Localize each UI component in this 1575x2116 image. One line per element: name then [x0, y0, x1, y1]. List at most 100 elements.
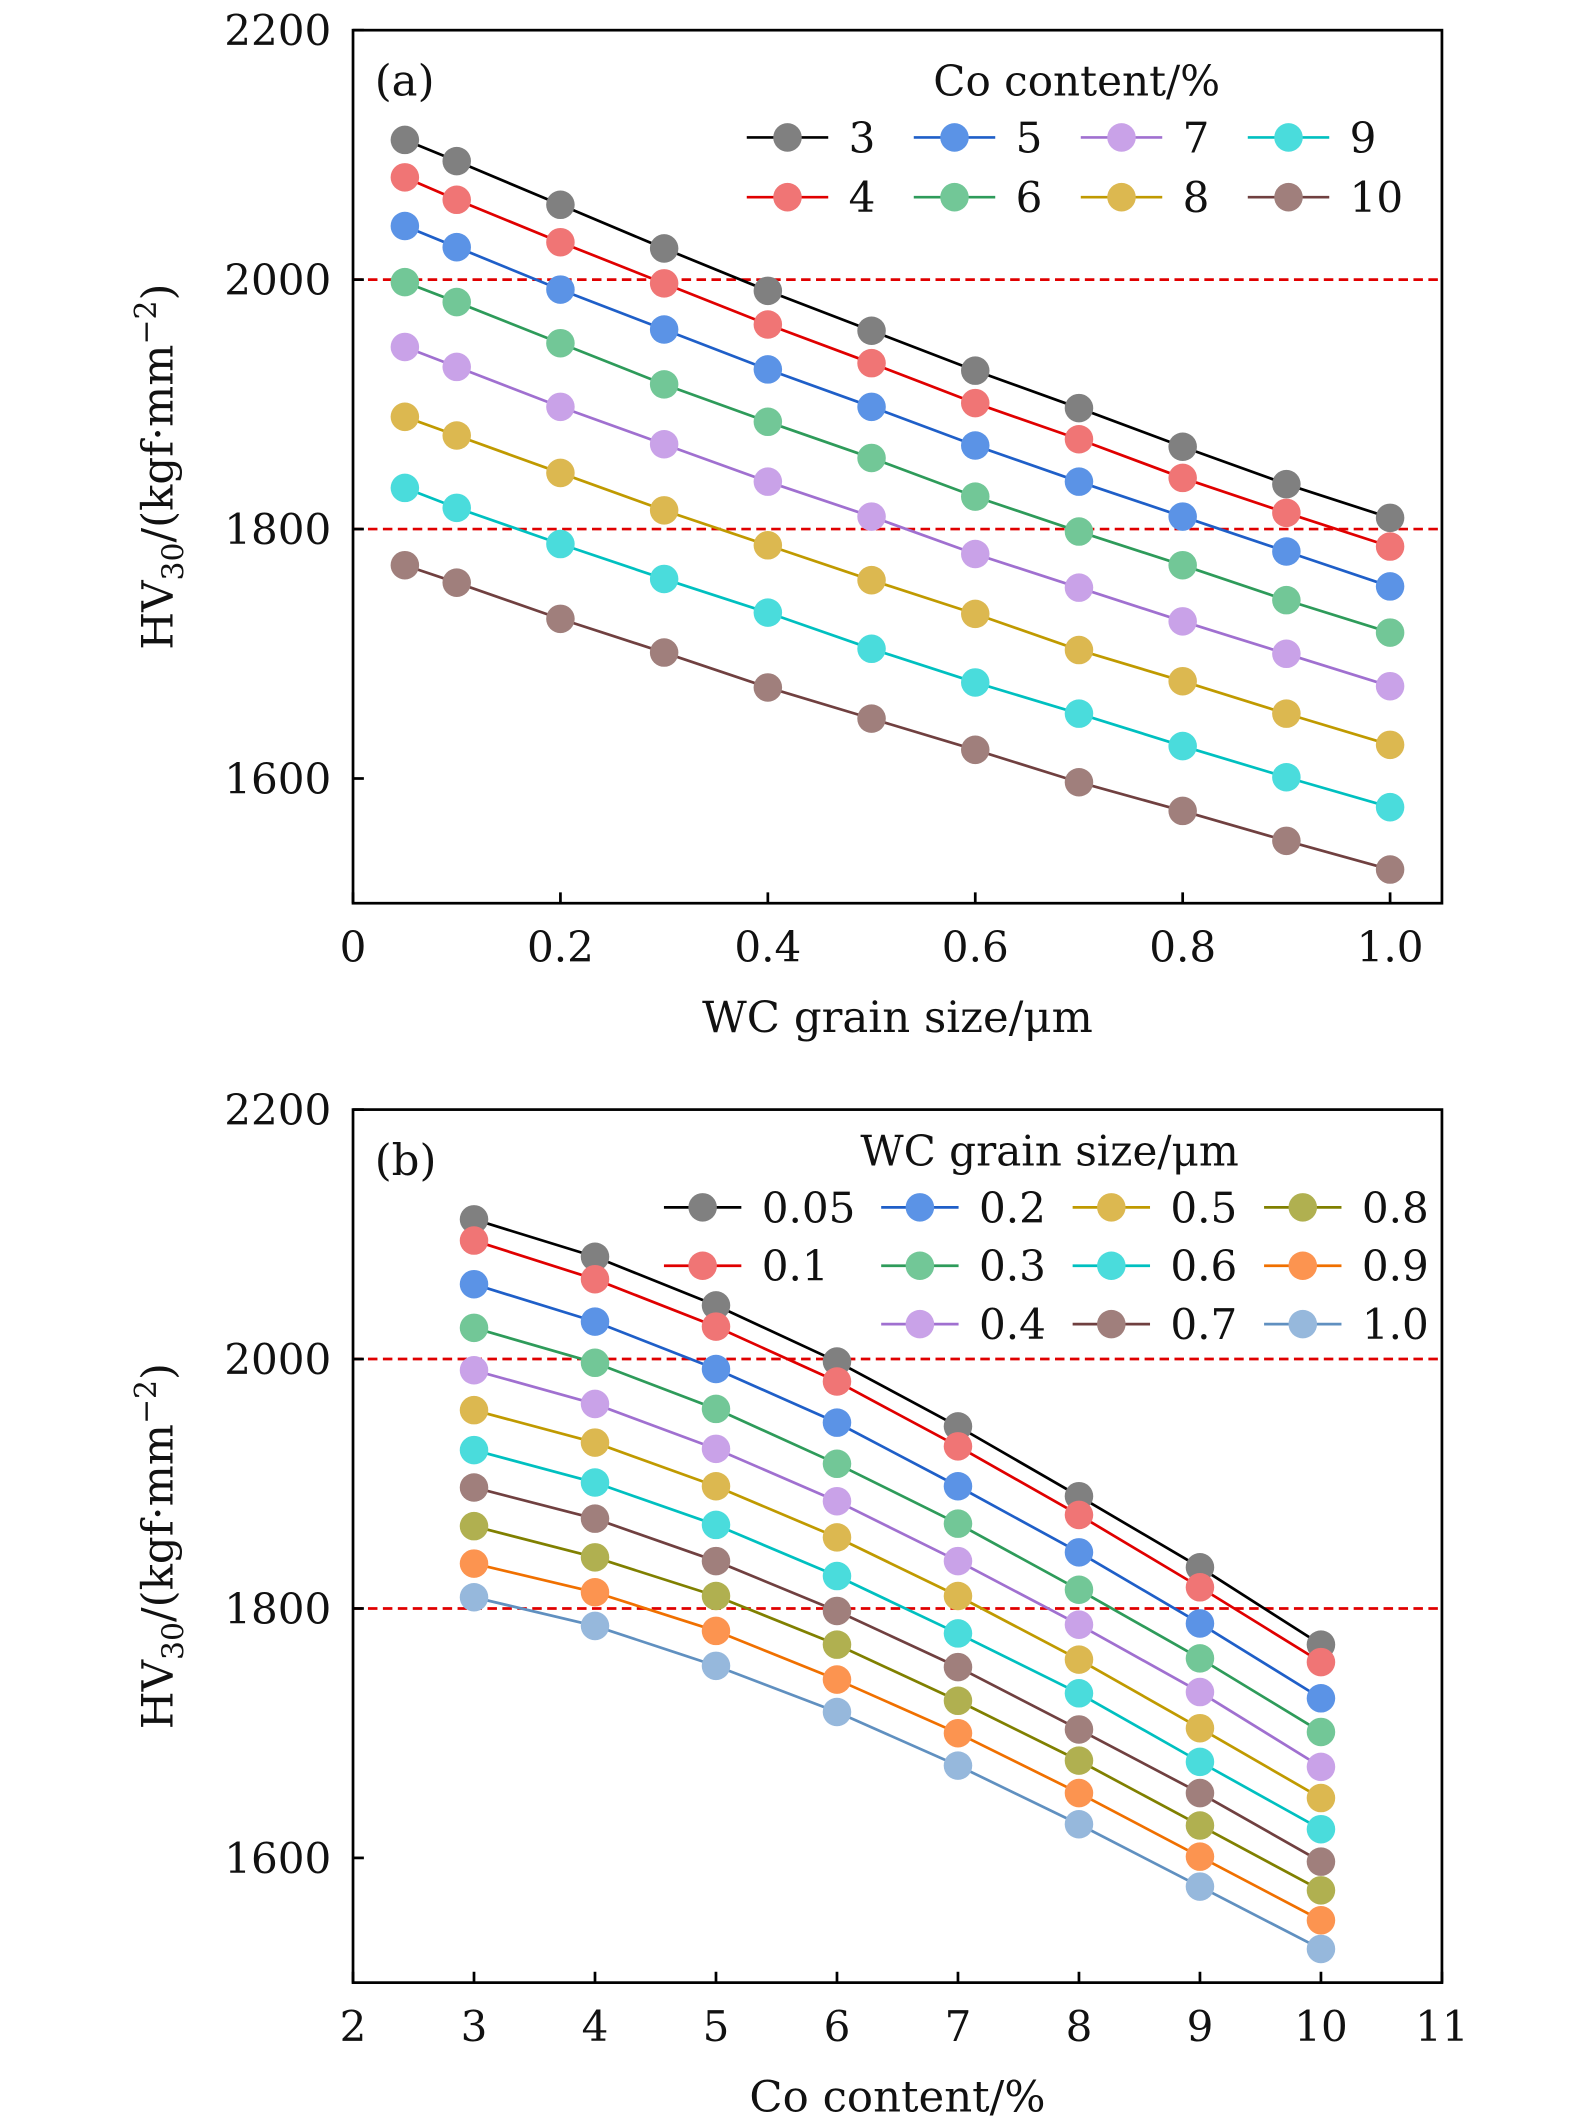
data-point	[961, 539, 990, 569]
data-point	[857, 502, 886, 531]
data-point	[1306, 1906, 1336, 1935]
data-point	[822, 1561, 852, 1591]
data-point	[1185, 1713, 1215, 1743]
x-tick-label: 8	[1066, 2002, 1093, 2051]
data-point	[1375, 855, 1405, 884]
data-point	[580, 1504, 610, 1533]
legend-item: 10	[1247, 173, 1403, 222]
legend-item: 0.4	[881, 1300, 1046, 1349]
y-title-sup: −2	[129, 1380, 164, 1424]
data-point	[580, 1242, 610, 1272]
y-tick-label: 2000	[224, 1335, 331, 1384]
data-point	[546, 529, 575, 559]
data-point	[1168, 432, 1197, 461]
x-tick-label: 0.8	[1149, 923, 1216, 972]
data-point	[546, 328, 575, 358]
series-line	[473, 1524, 1322, 1892]
data-point	[701, 1354, 731, 1384]
legend-label: 0.9	[1362, 1242, 1429, 1291]
data-point	[753, 673, 783, 702]
data-point	[857, 348, 886, 378]
data-point	[649, 315, 679, 344]
legend-item: 0.6	[1072, 1242, 1237, 1291]
data-point	[822, 1486, 852, 1516]
y-title-main: HV	[133, 1659, 183, 1729]
data-point	[1064, 767, 1094, 797]
data-point	[580, 1389, 610, 1419]
data-point	[442, 287, 471, 317]
data-point	[822, 1347, 852, 1376]
data-point	[753, 355, 783, 384]
legend-item: 1.0	[1264, 1300, 1429, 1349]
legend-label: 4	[849, 173, 876, 222]
data-point	[580, 1348, 610, 1378]
data-point	[649, 269, 679, 298]
y-tick-label: 1600	[224, 754, 331, 803]
data-point	[546, 392, 575, 422]
data-point	[1375, 572, 1405, 601]
series-0.2	[459, 1269, 1336, 1713]
data-point	[1375, 618, 1405, 647]
legend-label: 6	[1016, 173, 1043, 222]
data-point	[1272, 826, 1301, 856]
legend: Co content/% 3 4 5 6 7 8 9 10	[746, 56, 1403, 222]
data-point	[943, 1471, 973, 1501]
data-point	[459, 1435, 489, 1465]
series-line	[473, 1408, 1322, 1800]
series-6	[390, 267, 1405, 647]
data-point	[1064, 1809, 1094, 1839]
data-point	[390, 473, 420, 503]
series-10	[390, 550, 1405, 884]
data-point	[390, 402, 420, 432]
data-point	[1064, 1645, 1094, 1674]
data-point	[459, 1205, 489, 1234]
series-3	[390, 125, 1405, 533]
data-point	[390, 267, 420, 297]
legend-label: 7	[1183, 113, 1210, 162]
legend-marker	[1107, 123, 1136, 152]
legend-marker	[1097, 1309, 1126, 1339]
data-point	[459, 1269, 489, 1299]
legend-marker	[940, 182, 969, 212]
data-point	[701, 1394, 731, 1424]
data-point	[1064, 467, 1094, 496]
data-point	[943, 1581, 973, 1611]
data-point	[580, 1578, 610, 1607]
legend-marker	[773, 182, 802, 212]
legend-item: 0.7	[1072, 1300, 1237, 1349]
x-tick-label: 0.6	[942, 923, 1009, 972]
legend-label: 0.05	[762, 1183, 856, 1232]
data-point	[1064, 1575, 1094, 1605]
data-point	[459, 1582, 489, 1612]
legend-marker	[1107, 182, 1136, 212]
data-point	[822, 1630, 852, 1659]
data-point	[822, 1697, 852, 1727]
series-line	[473, 1562, 1322, 1922]
data-point	[546, 190, 575, 220]
data-point	[943, 1619, 973, 1648]
legend-marker	[773, 123, 802, 152]
x-tick-label: 9	[1187, 2002, 1214, 2051]
data-point	[580, 1611, 610, 1641]
legend-item: 0.2	[881, 1183, 1046, 1232]
legend-marker	[1274, 182, 1303, 212]
x-tick-label: 0.4	[734, 923, 801, 972]
y-tick-label: 1800	[224, 505, 331, 554]
data-point	[1185, 1573, 1215, 1602]
data-point	[1375, 532, 1405, 561]
data-point	[822, 1596, 852, 1626]
data-point	[1064, 1679, 1094, 1708]
data-point	[1306, 1814, 1336, 1844]
data-point	[546, 275, 575, 304]
series-line	[473, 1486, 1322, 1863]
y-title-sup: −2	[129, 301, 164, 345]
legend-item: 5	[913, 113, 1042, 162]
data-point	[459, 1549, 489, 1578]
data-point	[1272, 639, 1301, 669]
data-point	[822, 1523, 852, 1552]
data-point	[1375, 792, 1405, 822]
series-8	[390, 402, 1405, 760]
data-point	[649, 564, 679, 594]
data-point	[1064, 635, 1094, 665]
legend-marker	[905, 1309, 935, 1339]
